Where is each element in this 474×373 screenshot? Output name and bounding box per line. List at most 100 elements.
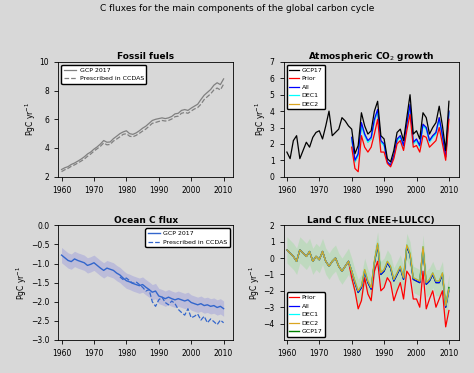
DEC2 — [439, 270, 445, 275]
All — [319, 249, 325, 254]
All — [336, 264, 342, 269]
Prescribed in CCDAS — [153, 304, 158, 308]
DEC1 — [378, 140, 384, 144]
Line: Prescribed in CCDAS: Prescribed in CCDAS — [62, 84, 224, 172]
All — [414, 137, 419, 141]
GCP17 — [319, 249, 325, 254]
GCP 2017 — [110, 137, 116, 141]
Line: Prior: Prior — [287, 250, 449, 327]
DEC2 — [333, 256, 338, 260]
Y-axis label: PgC yr$^{-1}$: PgC yr$^{-1}$ — [254, 102, 268, 137]
DEC2 — [375, 241, 381, 245]
Legend: GCP 2017, Prescribed in CCDAS: GCP 2017, Prescribed in CCDAS — [62, 65, 146, 84]
All — [372, 117, 377, 122]
GCP17 — [404, 244, 410, 249]
DEC1 — [446, 110, 452, 115]
Prescribed in CCDAS — [163, 300, 168, 305]
DEC2 — [433, 130, 439, 135]
Prescribed in CCDAS — [94, 147, 100, 151]
DEC1 — [381, 143, 387, 148]
Y-axis label: PgC yr$^{-1}$: PgC yr$^{-1}$ — [15, 266, 29, 300]
GCP17 — [336, 264, 342, 269]
Prescribed in CCDAS — [175, 307, 181, 311]
DEC1 — [407, 104, 413, 109]
All — [368, 135, 374, 140]
Prescribed in CCDAS — [201, 314, 207, 319]
DEC2 — [430, 134, 436, 138]
DEC1 — [319, 249, 325, 254]
All — [352, 158, 358, 163]
Prescribed in CCDAS — [127, 279, 132, 283]
GCP17 — [394, 130, 400, 135]
GCP 2017 — [221, 76, 227, 81]
DEC2 — [336, 264, 342, 269]
Prescribed in CCDAS — [175, 114, 181, 118]
DEC1 — [420, 123, 426, 128]
DEC2 — [391, 155, 397, 159]
Prior — [358, 134, 364, 138]
All — [401, 143, 406, 148]
Prescribed in CCDAS — [188, 316, 194, 320]
Prescribed in CCDAS — [110, 139, 116, 143]
GCP17 — [443, 148, 448, 153]
Text: C fluxes for the main components of the global carbon cycle: C fluxes for the main components of the … — [100, 4, 374, 13]
DEC2 — [404, 122, 410, 126]
DEC2 — [443, 155, 448, 159]
Prescribed in CCDAS — [172, 301, 178, 306]
All — [394, 272, 400, 277]
All — [284, 248, 290, 252]
Prior — [439, 289, 445, 293]
Prior — [333, 256, 338, 260]
GCP17 — [375, 243, 381, 247]
DEC2 — [356, 153, 361, 157]
GCP 2017 — [59, 167, 64, 172]
Prior — [427, 145, 432, 150]
Prior — [401, 297, 406, 301]
All — [443, 155, 448, 159]
Line: Prescribed in CCDAS: Prescribed in CCDAS — [120, 277, 224, 325]
All — [410, 140, 416, 144]
Prescribed in CCDAS — [143, 289, 149, 293]
DEC1 — [394, 138, 400, 143]
Prior — [378, 150, 384, 154]
DEC1 — [356, 153, 361, 157]
Prescribed in CCDAS — [149, 300, 155, 304]
Line: DEC1: DEC1 — [352, 106, 449, 165]
DEC2 — [417, 143, 423, 148]
DEC1 — [349, 137, 355, 141]
Prescribed in CCDAS — [130, 281, 136, 286]
Prior — [417, 150, 423, 154]
Prior — [381, 150, 387, 154]
DEC2 — [401, 143, 406, 148]
GCP 2017 — [166, 116, 172, 120]
GCP17 — [407, 93, 413, 97]
DEC1 — [439, 135, 445, 140]
Line: DEC2: DEC2 — [287, 243, 449, 305]
Title: Atmospheric CO$_2$ growth: Atmospheric CO$_2$ growth — [308, 50, 434, 63]
Y-axis label: PgC yr$^{-1}$: PgC yr$^{-1}$ — [247, 266, 262, 300]
All — [446, 109, 452, 113]
All — [375, 243, 381, 247]
All — [420, 122, 426, 126]
Prescribed in CCDAS — [208, 317, 213, 321]
Prior — [349, 145, 355, 150]
Prescribed in CCDAS — [182, 313, 188, 317]
DEC2 — [443, 303, 448, 308]
Line: GCP17: GCP17 — [287, 95, 449, 162]
DEC1 — [446, 287, 452, 291]
DEC2 — [423, 125, 429, 130]
All — [381, 142, 387, 146]
All — [439, 134, 445, 138]
DEC1 — [362, 134, 367, 138]
All — [423, 125, 429, 130]
Line: GCP17: GCP17 — [287, 245, 449, 307]
GCP17 — [439, 272, 445, 277]
Prescribed in CCDAS — [159, 295, 165, 300]
DEC2 — [365, 140, 371, 144]
Prior — [446, 117, 452, 122]
Prior — [446, 308, 452, 313]
Prescribed in CCDAS — [120, 278, 126, 282]
Line: DEC1: DEC1 — [287, 243, 449, 305]
All — [446, 289, 452, 293]
All — [398, 134, 403, 138]
